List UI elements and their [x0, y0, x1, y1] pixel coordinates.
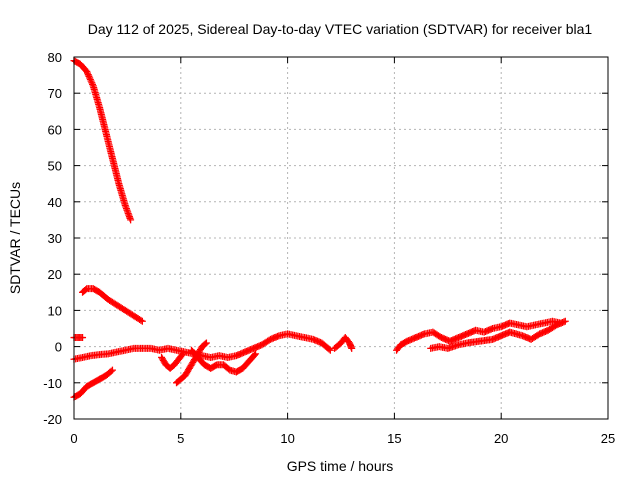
data-point — [201, 340, 209, 348]
data-point — [202, 339, 210, 347]
data-point — [86, 76, 94, 84]
y-tick-label: -10 — [43, 376, 62, 391]
data-point — [179, 350, 187, 358]
x-tick-label: 25 — [601, 431, 615, 446]
series-dip-a — [158, 350, 187, 372]
series-main-early — [70, 330, 334, 363]
data-point — [88, 79, 96, 87]
data-point — [79, 334, 87, 342]
y-tick-label: 70 — [48, 86, 62, 101]
y-tick-label: -20 — [43, 412, 62, 427]
y-tick-label: 50 — [48, 159, 62, 174]
series-arc-low — [70, 366, 116, 401]
series-short-start — [70, 334, 87, 342]
data-point — [87, 77, 95, 85]
data-point — [84, 69, 92, 77]
data-point — [561, 317, 569, 325]
data-point — [138, 317, 146, 325]
y-tick-label: 0 — [55, 340, 62, 355]
series-late — [393, 317, 565, 354]
data-point — [84, 71, 92, 79]
series-small-arc-12 — [331, 334, 356, 352]
x-axis-label: GPS time / hours — [287, 458, 394, 474]
series-late-lower — [427, 317, 569, 352]
data-point — [137, 316, 145, 324]
chart-title: Day 112 of 2025, Sidereal Day-to-day VTE… — [88, 21, 593, 37]
y-tick-label: 80 — [48, 50, 62, 65]
y-tick-label: 10 — [48, 303, 62, 318]
data-point — [326, 346, 334, 354]
series-dip-c — [187, 346, 260, 376]
x-tick-label: 0 — [70, 431, 77, 446]
series-arc-high — [70, 57, 135, 224]
y-tick-label: 30 — [48, 231, 62, 246]
y-tick-label: 20 — [48, 267, 62, 282]
tick-layer: 0 5 10 15 20 25 -20 -10 0 10 20 30 40 50 60 70 80 — [43, 50, 615, 446]
data-point — [250, 351, 258, 359]
data-point — [178, 351, 186, 359]
data-point — [86, 74, 94, 82]
data-point — [325, 345, 333, 353]
series-arc-mid — [79, 285, 146, 325]
data-point — [252, 350, 260, 358]
data-point — [108, 366, 116, 374]
y-tick-label: 60 — [48, 122, 62, 137]
x-tick-label: 15 — [387, 431, 401, 446]
y-tick-label: 40 — [48, 195, 62, 210]
x-tick-label: 10 — [280, 431, 294, 446]
data-point — [83, 67, 91, 75]
data-layer — [70, 57, 569, 401]
y-axis-label: SDTVAR / TECUs — [7, 182, 23, 294]
data-point — [89, 80, 97, 88]
data-point — [127, 216, 135, 224]
data-point — [348, 344, 356, 352]
data-point — [107, 367, 115, 375]
grid-layer — [74, 57, 608, 419]
x-tick-label: 20 — [494, 431, 508, 446]
data-point — [85, 72, 93, 80]
x-tick-label: 5 — [177, 431, 184, 446]
